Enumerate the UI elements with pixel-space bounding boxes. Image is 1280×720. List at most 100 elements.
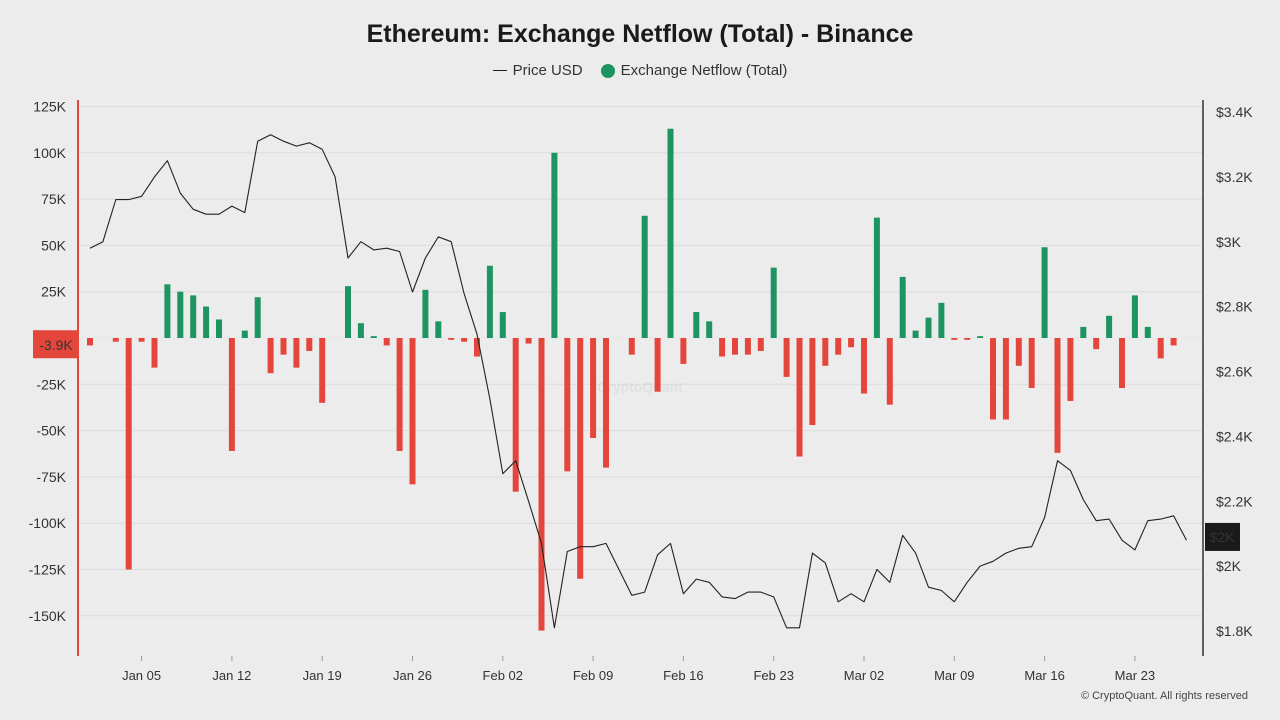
netflow-bar[interactable]	[177, 291, 184, 338]
left-tick-label: 125K	[33, 99, 66, 115]
netflow-bar[interactable]	[1093, 338, 1100, 350]
netflow-bar[interactable]	[719, 338, 726, 357]
netflow-bar[interactable]	[1028, 338, 1035, 389]
netflow-bar[interactable]	[190, 295, 197, 338]
netflow-bar[interactable]	[396, 338, 403, 451]
netflow-bar[interactable]	[1157, 338, 1164, 359]
netflow-bar[interactable]	[112, 338, 119, 342]
netflow-bar[interactable]	[990, 338, 996, 420]
price-line-swatch	[492, 70, 507, 71]
netflow-bar[interactable]	[1080, 326, 1087, 338]
netflow-bar[interactable]	[861, 338, 867, 394]
netflow-bar[interactable]	[551, 152, 558, 338]
netflow-bar[interactable]	[732, 338, 738, 355]
netflow-bar[interactable]	[809, 338, 816, 426]
netflow-bar[interactable]	[125, 338, 132, 570]
right-tick-label: $3.2K	[1216, 169, 1253, 185]
right-tick-label: $2.4K	[1216, 428, 1253, 444]
netflow-bar[interactable]	[1170, 338, 1177, 346]
netflow-bar[interactable]	[151, 338, 158, 368]
netflow-bar[interactable]	[564, 338, 571, 472]
netflow-bar[interactable]	[886, 338, 893, 405]
netflow-bar[interactable]	[912, 330, 919, 338]
netflow-bar[interactable]	[538, 338, 545, 631]
legend-item-netflow[interactable]: Exchange Netflow (Total)	[600, 62, 788, 79]
netflow-bar[interactable]	[873, 217, 880, 338]
netflow-bar[interactable]	[422, 289, 429, 338]
netflow-bar[interactable]	[370, 336, 377, 338]
netflow-bar[interactable]	[164, 284, 171, 338]
netflow-bar[interactable]	[783, 338, 790, 377]
netflow-bar[interactable]	[577, 338, 584, 579]
netflow-bar[interactable]	[216, 319, 222, 338]
current-netflow-label: -3.9K	[39, 337, 73, 353]
netflow-bar[interactable]	[499, 312, 506, 338]
netflow-bar[interactable]	[744, 338, 751, 355]
netflow-bar[interactable]	[938, 302, 945, 338]
netflow-bar[interactable]	[706, 321, 713, 338]
netflow-bar[interactable]	[254, 297, 261, 338]
netflow-bar[interactable]	[357, 323, 364, 338]
netflow-bar[interactable]	[228, 338, 235, 451]
netflow-bar[interactable]	[1144, 326, 1151, 338]
netflow-bar[interactable]	[319, 338, 326, 403]
netflow-bar[interactable]	[293, 338, 300, 368]
netflow-bar[interactable]	[796, 338, 803, 457]
netflow-bar[interactable]	[461, 338, 468, 342]
left-tick-label: -150K	[29, 608, 67, 624]
netflow-bar[interactable]	[448, 338, 455, 340]
netflow-bar[interactable]	[951, 338, 958, 340]
netflow-bar[interactable]	[1131, 295, 1138, 338]
netflow-bar[interactable]	[1119, 338, 1125, 389]
legend-item-price[interactable]: Price USD	[492, 62, 583, 79]
netflow-bar[interactable]	[628, 338, 635, 355]
netflow-bar[interactable]	[1106, 315, 1113, 338]
netflow-bar[interactable]	[641, 215, 648, 338]
netflow-bar[interactable]	[680, 338, 687, 364]
netflow-bar[interactable]	[525, 338, 532, 344]
netflow-bar[interactable]	[590, 338, 597, 439]
legend-label-netflow: Exchange Netflow (Total)	[620, 62, 788, 79]
x-tick-label: Feb 23	[753, 668, 793, 683]
netflow-bar[interactable]	[486, 265, 493, 338]
netflow-bar[interactable]	[512, 338, 519, 492]
netflow-dot-swatch	[600, 63, 615, 78]
netflow-bar[interactable]	[977, 336, 984, 338]
netflow-bar[interactable]	[435, 321, 442, 338]
netflow-bar[interactable]	[822, 338, 829, 366]
copyright-notice: © CryptoQuant. All rights reserved	[1080, 690, 1248, 702]
netflow-bar[interactable]	[925, 317, 932, 338]
netflow-bar[interactable]	[667, 128, 674, 338]
netflow-bar[interactable]	[1015, 338, 1022, 366]
netflow-bar[interactable]	[1054, 338, 1061, 453]
netflow-bar[interactable]	[241, 330, 248, 338]
netflow-bar[interactable]	[1002, 338, 1009, 420]
netflow-bar[interactable]	[267, 338, 274, 374]
netflow-bar[interactable]	[345, 286, 351, 338]
netflow-bar[interactable]	[87, 338, 93, 346]
netflow-bar[interactable]	[848, 338, 855, 348]
netflow-bar[interactable]	[138, 338, 145, 342]
current-price-label: $2K	[1210, 529, 1236, 545]
left-tick-label: 100K	[33, 145, 66, 161]
netflow-bar[interactable]	[1067, 338, 1074, 401]
netflow-bar[interactable]	[383, 338, 390, 346]
x-tick-label: Jan 19	[303, 668, 342, 683]
netflow-bar[interactable]	[964, 338, 971, 340]
netflow-bar[interactable]	[757, 338, 764, 351]
netflow-bar[interactable]	[409, 338, 416, 485]
netflow-bar[interactable]	[603, 338, 609, 468]
netflow-bar[interactable]	[654, 338, 661, 392]
netflow-bar[interactable]	[835, 338, 842, 355]
netflow-bar[interactable]	[306, 338, 313, 351]
netflow-bar[interactable]	[1041, 247, 1048, 338]
netflow-bar[interactable]	[770, 267, 777, 338]
current-price-badge	[1205, 522, 1240, 551]
price-line[interactable]	[89, 134, 1187, 629]
netflow-bar[interactable]	[203, 306, 210, 338]
netflow-bar[interactable]	[693, 312, 700, 338]
netflow-bar[interactable]	[899, 276, 906, 338]
netflow-bar[interactable]	[474, 338, 480, 357]
netflow-bar[interactable]	[280, 338, 287, 355]
